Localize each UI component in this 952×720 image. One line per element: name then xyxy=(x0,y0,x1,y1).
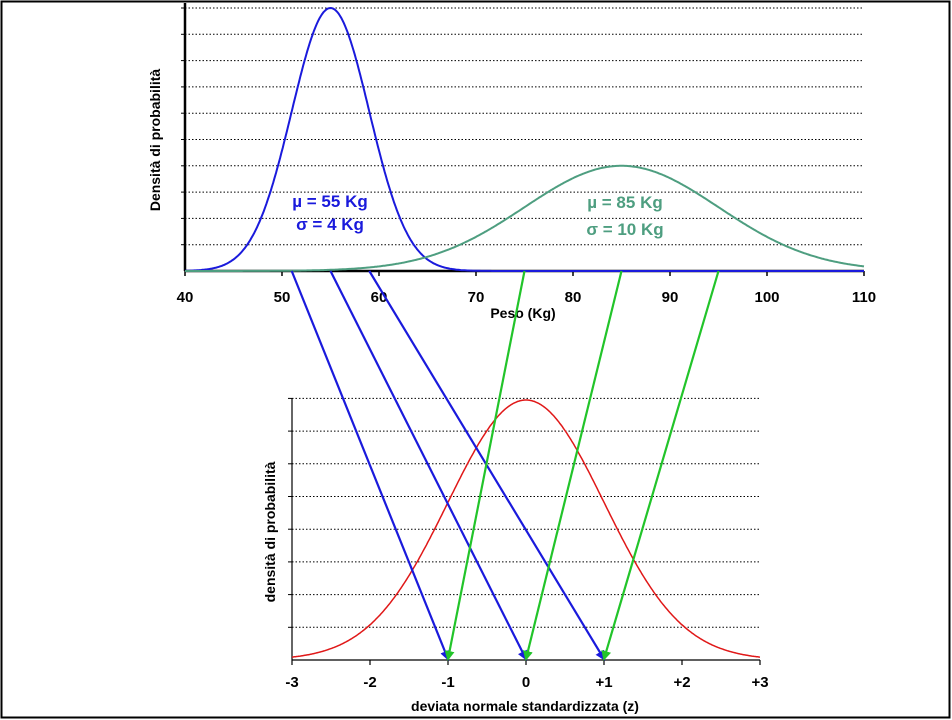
curve1-sigma-label: σ = 4 Kg xyxy=(296,215,364,234)
top-y-axis-label: Densità di probabilità xyxy=(147,69,163,212)
top-x-tick-label: 40 xyxy=(177,289,194,306)
weight-curve-mu85 xyxy=(185,164,865,272)
mapping-arrow-blue xyxy=(329,270,527,661)
mapping-arrows xyxy=(290,270,720,661)
curve2-sigma-label: σ = 10 Kg xyxy=(586,220,663,239)
mapping-arrow-green xyxy=(601,270,720,661)
bottom-x-tick-label: -3 xyxy=(285,674,298,691)
top-x-tick-label: 90 xyxy=(662,289,679,306)
bottom-x-axis-label: deviata normale standardizzata (z) xyxy=(411,698,639,714)
standard-normal-curve xyxy=(291,399,761,658)
bottom-x-tick-label: +1 xyxy=(595,674,612,691)
bottom-chart: -3 -2 -1 0 +1 +2 +3 densità di probabilità dev… xyxy=(262,397,769,714)
top-x-tick-label: 50 xyxy=(274,289,291,306)
bottom-gridlines xyxy=(292,397,760,628)
bottom-y-axis-label: densità di probabilità xyxy=(262,461,278,602)
top-x-tick-label: 70 xyxy=(468,289,485,306)
top-x-ticks: 40 50 60 70 80 90 100 110 xyxy=(177,271,876,306)
top-x-axis-label: Peso (Kg) xyxy=(490,305,555,321)
bottom-x-ticks: -3 -2 -1 0 +1 +2 +3 xyxy=(285,660,769,691)
bottom-x-tick-label: +3 xyxy=(751,674,768,691)
mapping-arrow-green xyxy=(444,270,526,661)
mapping-arrow-blue xyxy=(290,270,450,661)
bottom-x-tick-label: +2 xyxy=(673,674,690,691)
bottom-x-tick-label: 0 xyxy=(522,674,530,691)
mapping-arrow-green xyxy=(523,270,623,661)
top-gridlines xyxy=(185,7,862,246)
top-x-tick-label: 100 xyxy=(754,289,779,306)
top-x-tick-label: 80 xyxy=(565,289,582,306)
bottom-x-tick-label: -1 xyxy=(441,674,454,691)
top-chart: 40 50 60 70 80 90 100 110 µ = 55 Kg σ = 4 Kg µ … xyxy=(147,3,876,321)
bottom-x-tick-label: -2 xyxy=(363,674,376,691)
curve2-mu-label: µ = 85 Kg xyxy=(587,193,662,212)
top-x-tick-label: 110 xyxy=(852,289,876,306)
curve1-mu-label: µ = 55 Kg xyxy=(292,192,367,211)
bottom-y-ticks xyxy=(288,397,292,628)
